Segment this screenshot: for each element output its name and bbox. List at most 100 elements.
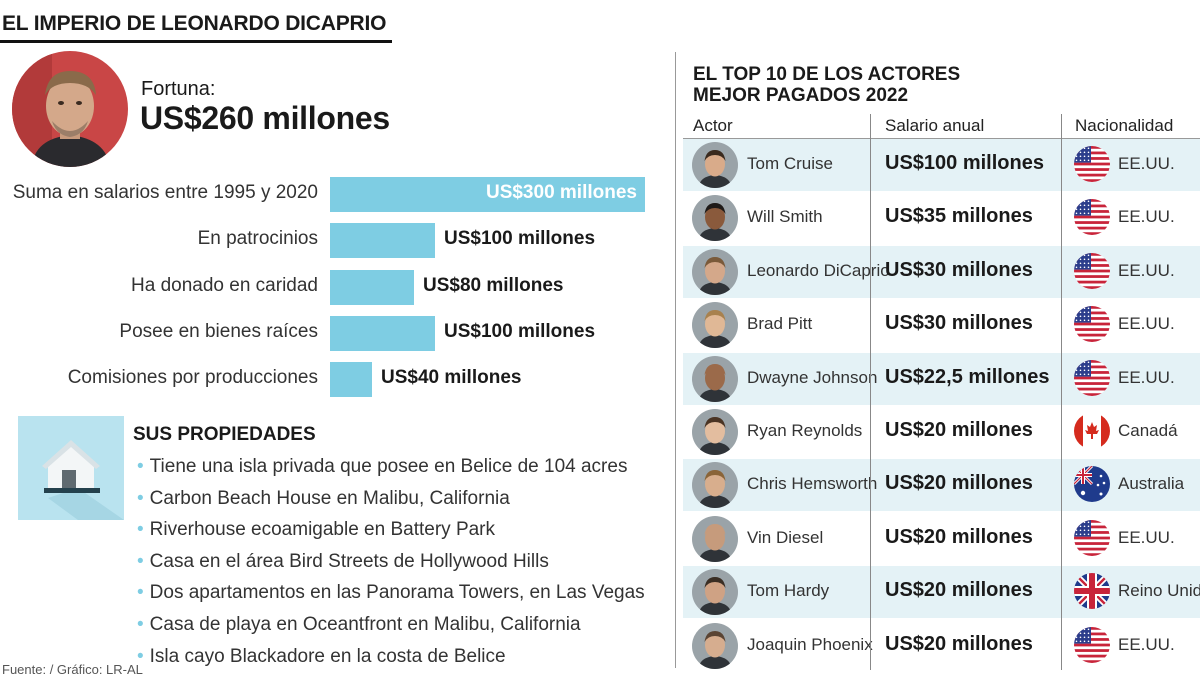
list-item: • Casa en el área Bird Streets de Hollywo…	[137, 550, 549, 572]
list-item: • Riverhouse ecoamigable en Battery Park	[137, 519, 496, 541]
header-rule	[683, 138, 1200, 139]
bar-category-label: En patrocinios	[197, 228, 318, 250]
actor-photo	[692, 462, 738, 509]
actor-name: Leonardo DiCaprio	[747, 260, 890, 280]
actor-nationality: EE.UU.	[1118, 634, 1175, 654]
bullet-icon: •	[137, 519, 144, 541]
table-row: Ryan Reynolds US$20 millones Canadá	[683, 406, 1200, 458]
bar	[330, 362, 372, 398]
list-item: • Dos apartamentos en las Panorama Towers…	[137, 582, 645, 604]
top10-title-line2: MEJOR PAGADOS 2022	[693, 85, 909, 106]
us-flag-icon	[1074, 519, 1110, 556]
fortune-value: US$260 millones	[140, 100, 390, 136]
bar	[330, 315, 435, 351]
table-row: Brad Pitt US$30 millones EE.UU.	[683, 299, 1200, 351]
actor-name: Vin Diesel	[747, 527, 824, 547]
actor-nationality: EE.UU.	[1118, 314, 1175, 334]
table-row: Chris Hemsworth US$20 millones Australia	[683, 459, 1200, 512]
actor-photo	[692, 409, 738, 455]
actor-salary: US$20 millones	[885, 579, 1033, 602]
properties-image	[18, 416, 124, 520]
column-header-actor: Actor	[693, 116, 733, 135]
us-flag-icon	[1074, 199, 1110, 236]
column-header-salary: Salario anual	[885, 116, 985, 135]
bar-category-label: Comisiones por producciones	[67, 367, 318, 389]
bar	[330, 177, 645, 212]
actor-name: Chris Hemsworth	[747, 474, 878, 494]
actor-photo	[692, 515, 738, 562]
actor-salary: US$30 millones	[885, 258, 1033, 281]
column-header-nationality: Nacionalidad	[1075, 116, 1174, 135]
bullet-icon: •	[137, 582, 144, 604]
section-divider	[675, 52, 676, 668]
us-flag-icon	[1074, 359, 1110, 396]
bar-category-label: Suma en salarios entre 1995 y 2020	[12, 182, 318, 203]
table-row: Tom Cruise US$100 millones EE.UU.	[683, 139, 1200, 191]
bar-category-label: Ha donado en caridad	[131, 274, 318, 296]
actor-salary: US$20 millones	[885, 632, 1033, 655]
bar-value-label: US$300 millones	[485, 182, 637, 203]
uk-flag-icon	[1074, 573, 1110, 610]
list-item: • Isla cayo Blackadore en la costa de Bel…	[137, 645, 506, 667]
list-item: • Carbon Beach House en Malibu, Californi…	[137, 487, 510, 509]
actor-photo	[692, 248, 738, 295]
actor-salary: US$20 millones	[885, 419, 1033, 441]
actor-name: Will Smith	[747, 207, 823, 227]
actor-nationality: Reino Unido	[1118, 581, 1200, 601]
properties-title: SUS PROPIEDADES	[133, 424, 316, 445]
actor-nationality: EE.UU.	[1118, 367, 1175, 387]
actor-name: Brad Pitt	[747, 314, 813, 334]
actor-photo	[692, 569, 738, 616]
list-item: • Casa de playa en Oceantfront en Malibu,…	[137, 613, 581, 635]
bar	[330, 269, 414, 305]
us-flag-icon	[1074, 626, 1110, 663]
list-item: • Tiene una isla privada que posee en Bel…	[137, 456, 628, 477]
actor-salary: US$20 millones	[885, 525, 1033, 548]
main-title: EL IMPERIO DE LEONARDO DICAPRIO	[2, 12, 387, 35]
bullet-icon: •	[137, 613, 144, 635]
fortune-label: Fortuna:	[141, 78, 216, 100]
bar-value-label: US$40 millones	[381, 367, 522, 389]
actor-nationality: Canadá	[1118, 421, 1178, 440]
actor-name: Tom Cruise	[747, 154, 833, 173]
column-separator	[870, 114, 871, 670]
actor-photo	[692, 302, 738, 349]
actor-salary: US$30 millones	[885, 312, 1033, 335]
properties-list: • Tiene una isla privada que posee en Bel…	[137, 453, 645, 674]
actor-name: Ryan Reynolds	[747, 421, 863, 440]
actor-nationality: EE.UU.	[1118, 527, 1175, 547]
dicaprio-portrait	[12, 51, 128, 167]
canada-flag-icon	[1074, 413, 1110, 449]
us-flag-icon	[1074, 252, 1110, 289]
house-icon	[18, 416, 124, 520]
bullet-icon: •	[137, 550, 144, 572]
actor-photo	[692, 622, 738, 669]
table-row: Dwayne Johnson US$22,5 millones EE.UU.	[683, 352, 1200, 405]
bullet-icon: •	[137, 487, 144, 509]
table-row: Joaquin Phoenix US$20 millones EE.UU.	[683, 620, 1200, 672]
bar-value-label: US$100 millones	[444, 320, 596, 342]
actor-nationality: EE.UU.	[1118, 154, 1175, 173]
us-flag-icon	[1074, 306, 1110, 343]
actor-salary: US$35 millones	[885, 205, 1033, 228]
bar-category-label: Posee en bienes raíces	[119, 320, 318, 342]
actor-photo	[692, 355, 738, 402]
column-separator	[1061, 114, 1062, 670]
table-row: Leonardo DiCaprio US$30 millones EE.UU.	[683, 245, 1200, 298]
actor-nationality: EE.UU.	[1118, 207, 1175, 227]
bar-value-label: US$80 millones	[423, 274, 564, 296]
actor-nationality: EE.UU.	[1118, 260, 1175, 280]
australia-flag-icon	[1074, 466, 1110, 503]
top10-title-line1: EL TOP 10 DE LOS ACTORES	[693, 64, 961, 85]
table-row: Tom Hardy US$20 millones Reino Unido	[683, 566, 1200, 619]
table-row: Vin Diesel US$20 millones EE.UU.	[683, 513, 1200, 565]
table-row: Will Smith US$35 millones EE.UU.	[683, 192, 1200, 244]
title-underline	[0, 40, 392, 43]
actor-salary: US$22,5 millones	[885, 365, 1050, 388]
top10-title: EL TOP 10 DE LOS ACTORES MEJOR PAGADOS 2…	[693, 64, 993, 106]
actor-nationality: Australia	[1118, 474, 1185, 494]
source-note: Fuente: / Gráfico: LR-AL	[2, 662, 143, 677]
bar	[330, 223, 435, 259]
actor-name: Dwayne Johnson	[747, 367, 878, 387]
us-flag-icon	[1074, 146, 1110, 182]
